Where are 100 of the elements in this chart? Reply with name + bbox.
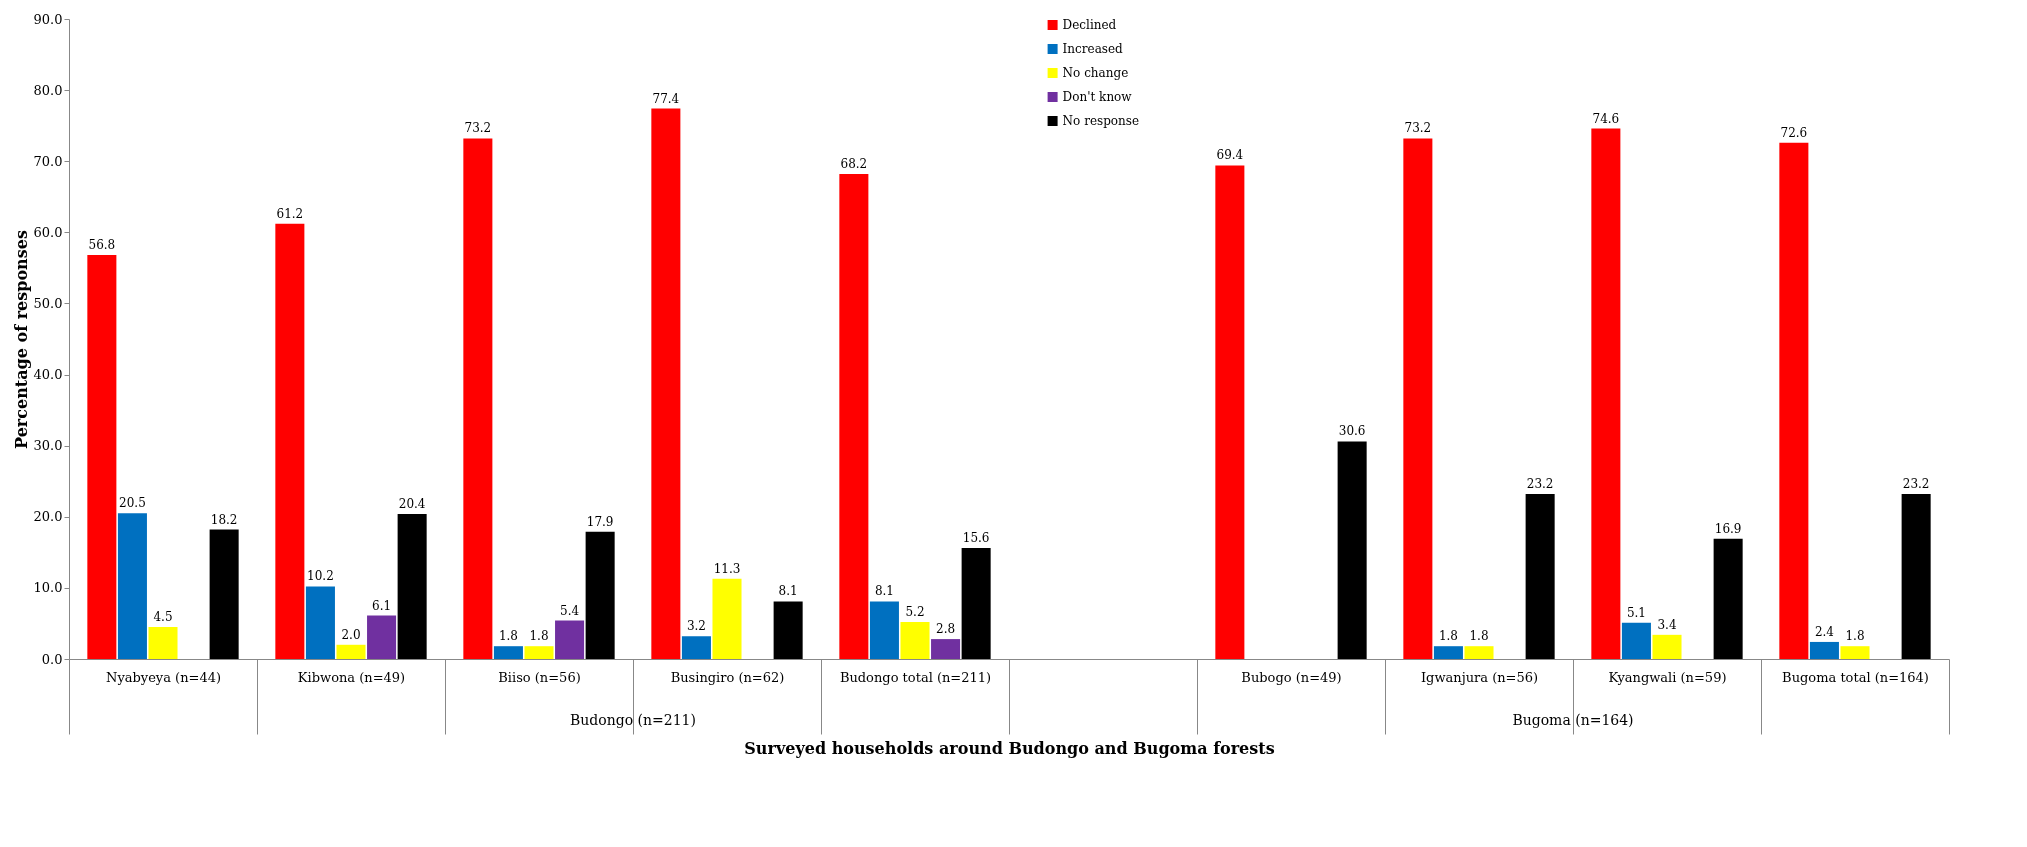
text: Bugoma (n=164) xyxy=(1512,712,1634,728)
bar xyxy=(839,174,869,659)
data-label: 8.1 xyxy=(778,584,798,599)
y-tick-label: 10.0 xyxy=(33,580,63,596)
bar xyxy=(336,644,366,659)
bar xyxy=(681,636,711,659)
x-tick-label: Bubogo (n=49) xyxy=(1241,669,1342,685)
data-label: 30.6 xyxy=(1338,424,1366,439)
data-label: 23.2 xyxy=(1902,477,1930,492)
bar xyxy=(1621,622,1651,659)
data-label: 1.8 xyxy=(1469,629,1489,644)
bar xyxy=(117,513,147,659)
legend-label: No response xyxy=(1062,114,1140,128)
data-label: 10.2 xyxy=(307,569,334,584)
bar xyxy=(1464,646,1494,659)
bar xyxy=(397,513,427,659)
bar xyxy=(1840,646,1870,659)
bar xyxy=(463,138,493,659)
data-label: 69.4 xyxy=(1216,148,1244,163)
bar xyxy=(869,601,899,659)
bar xyxy=(1337,441,1367,659)
bar xyxy=(555,620,585,659)
x-tick-label: Nyabyeya (n=44) xyxy=(105,669,222,685)
data-label: 2.0 xyxy=(341,627,361,642)
text: Budongo (n=211) xyxy=(570,712,696,728)
legend-label: Increased xyxy=(1062,42,1124,56)
bar xyxy=(1215,165,1245,659)
y-tick-label: 70.0 xyxy=(33,153,63,169)
bar xyxy=(900,622,930,659)
data-label: 18.2 xyxy=(210,512,238,527)
data-label: 72.6 xyxy=(1780,125,1808,140)
x-tick-label: Biiso (n=56) xyxy=(498,669,581,685)
bar xyxy=(961,548,991,659)
y-tick-label: 30.0 xyxy=(33,438,63,454)
data-label: 1.8 xyxy=(1438,629,1458,644)
data-label: 16.9 xyxy=(1714,521,1742,536)
data-label: 68.2 xyxy=(840,157,868,172)
data-label: 20.4 xyxy=(398,496,426,511)
data-label: 2.4 xyxy=(1814,624,1835,639)
y-tick-label: 50.0 xyxy=(33,295,63,311)
y-tick-label: 40.0 xyxy=(33,367,63,383)
data-label: 23.2 xyxy=(1526,477,1554,492)
bar xyxy=(1433,646,1463,659)
bar xyxy=(367,615,397,659)
data-label: 56.8 xyxy=(88,238,116,253)
bar xyxy=(87,255,117,659)
x-axis-title: Surveyed households around Budongo and Bugoma forests xyxy=(744,739,1275,758)
data-label: 3.4 xyxy=(1657,617,1677,632)
x-tick-label: Kyangwali (n=59) xyxy=(1608,669,1727,685)
x-tick-label: Bugoma total (n=164) xyxy=(1782,669,1929,685)
data-label: 5.1 xyxy=(1626,605,1646,620)
data-label: 2.8 xyxy=(936,622,956,637)
x-tick-label: Budongo total (n=211) xyxy=(839,669,992,685)
data-label: 4.5 xyxy=(153,610,173,624)
legend-label: Declined xyxy=(1062,18,1117,32)
data-label: 1.8 xyxy=(1845,629,1865,644)
bar xyxy=(585,531,615,659)
bar xyxy=(1403,138,1433,659)
bar xyxy=(305,586,335,659)
data-label: 5.4 xyxy=(560,603,580,618)
data-label: 20.5 xyxy=(119,496,146,511)
data-label: 61.2 xyxy=(276,206,304,221)
y-tick-label: 0.0 xyxy=(41,651,63,667)
data-label: 17.9 xyxy=(586,514,614,529)
bar xyxy=(1901,494,1931,659)
y-tick-label: 90.0 xyxy=(33,11,63,27)
bar xyxy=(1713,538,1743,659)
bar xyxy=(209,529,239,659)
data-label: 5.2 xyxy=(905,605,925,620)
y-axis-title: Percentage of responses xyxy=(11,230,31,449)
bar xyxy=(1652,634,1682,659)
data-label: 15.6 xyxy=(962,531,990,546)
bar xyxy=(148,627,178,659)
legend-label: No change xyxy=(1062,66,1129,80)
data-label: 3.2 xyxy=(686,619,706,634)
data-label: 11.3 xyxy=(713,561,741,576)
bar xyxy=(1591,128,1621,659)
bar xyxy=(524,646,554,659)
data-label: 8.1 xyxy=(874,584,894,599)
data-label: 1.8 xyxy=(529,629,549,644)
x-tick-label: Kibwona (n=49) xyxy=(297,669,406,685)
bar xyxy=(1809,641,1839,659)
data-label: 73.2 xyxy=(464,121,492,136)
bar xyxy=(1779,142,1809,659)
y-tick-label: 60.0 xyxy=(33,224,63,240)
data-label: 74.6 xyxy=(1592,111,1620,126)
data-label: 6.1 xyxy=(372,598,392,613)
bar xyxy=(773,601,803,659)
y-tick-label: 80.0 xyxy=(33,82,63,98)
bar xyxy=(275,223,305,659)
data-label: 73.2 xyxy=(1404,121,1432,136)
legend-label: Don't know xyxy=(1062,90,1133,104)
bar xyxy=(712,578,742,659)
bar xyxy=(931,639,961,659)
data-label: 1.8 xyxy=(498,629,518,644)
x-tick-label: Igwanjura (n=56) xyxy=(1420,669,1539,685)
bar xyxy=(651,108,681,659)
x-tick-label: Busingiro (n=62) xyxy=(670,669,785,685)
data-label: 77.4 xyxy=(652,91,680,106)
y-tick-label: 20.0 xyxy=(33,509,63,525)
